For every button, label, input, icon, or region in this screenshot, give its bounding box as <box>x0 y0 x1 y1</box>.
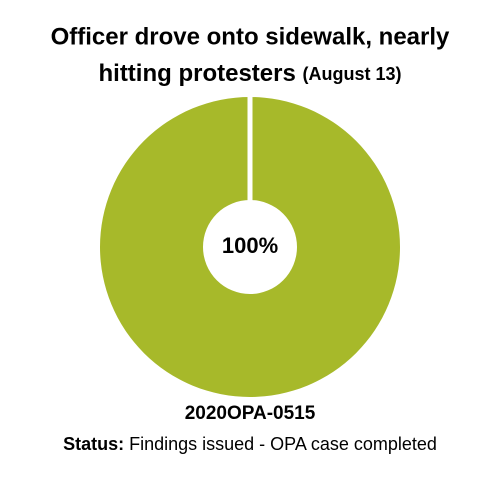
chart-title: Officer drove onto sidewalk, nearly <box>51 23 450 50</box>
chart-subtitle: (August 13) <box>303 64 402 84</box>
status: Findings issued - OPA case completed <box>129 434 437 454</box>
pie-slice <box>100 97 400 397</box>
data-label: 100% <box>222 233 278 258</box>
case-id: 2020OPA-0515 <box>185 403 316 424</box>
chart-title-line: hitting protesters (August 13) <box>98 60 401 87</box>
status-label: Status: <box>63 434 124 454</box>
chart-title-rest: hitting protesters <box>98 60 302 87</box>
status-line: Status: Findings issued - OPA case compl… <box>63 434 437 454</box>
